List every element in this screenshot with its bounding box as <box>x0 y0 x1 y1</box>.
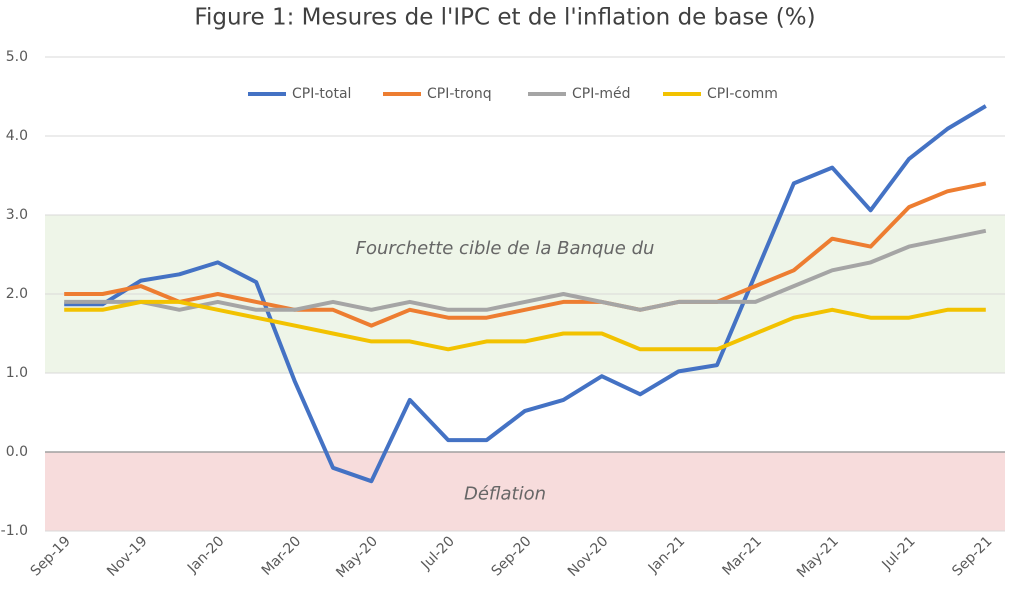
chart-title: Figure 1: Mesures de l'IPC et de l'infla… <box>194 5 815 31</box>
x-tick-label: Jan-21 <box>645 533 688 576</box>
series-line <box>64 181 987 328</box>
legend-label: CPI-comm <box>707 86 778 102</box>
y-tick-label: 3.0 <box>6 207 28 223</box>
x-tick-label: Mar-20 <box>259 533 305 579</box>
x-tick-label: Jul-21 <box>879 533 919 573</box>
series-line <box>64 228 987 312</box>
y-tick-label: 2.0 <box>6 286 28 302</box>
x-tick-label: Nov-20 <box>565 533 612 580</box>
y-tick-label: 0.0 <box>6 444 28 460</box>
band-label: Déflation <box>464 484 546 505</box>
y-tick-label: -1.0 <box>1 523 28 539</box>
x-tick-label: Mar-21 <box>720 533 766 579</box>
band-label: Fourchette cible de la Banque du <box>356 238 655 259</box>
x-tick-label: Jul-20 <box>418 533 458 573</box>
band <box>45 452 1005 531</box>
x-tick-label: May-20 <box>333 533 381 581</box>
x-tick-label: Nov-19 <box>104 533 151 580</box>
x-tick-label: Sep-20 <box>489 533 535 579</box>
x-tick-label: Sep-21 <box>949 533 995 579</box>
series-line <box>64 299 986 352</box>
series-line <box>64 104 987 484</box>
legend-label: CPI-méd <box>572 86 631 102</box>
y-tick-label: 1.0 <box>6 365 28 381</box>
y-tick-label: 4.0 <box>6 128 28 144</box>
x-tick-label: Sep-19 <box>28 533 74 579</box>
x-tick-label: Jan-20 <box>184 533 227 576</box>
legend-label: CPI-tronq <box>427 86 492 102</box>
legend-label: CPI-total <box>292 86 351 102</box>
y-tick-label: 5.0 <box>6 49 28 65</box>
x-tick-label: May-21 <box>794 533 842 581</box>
